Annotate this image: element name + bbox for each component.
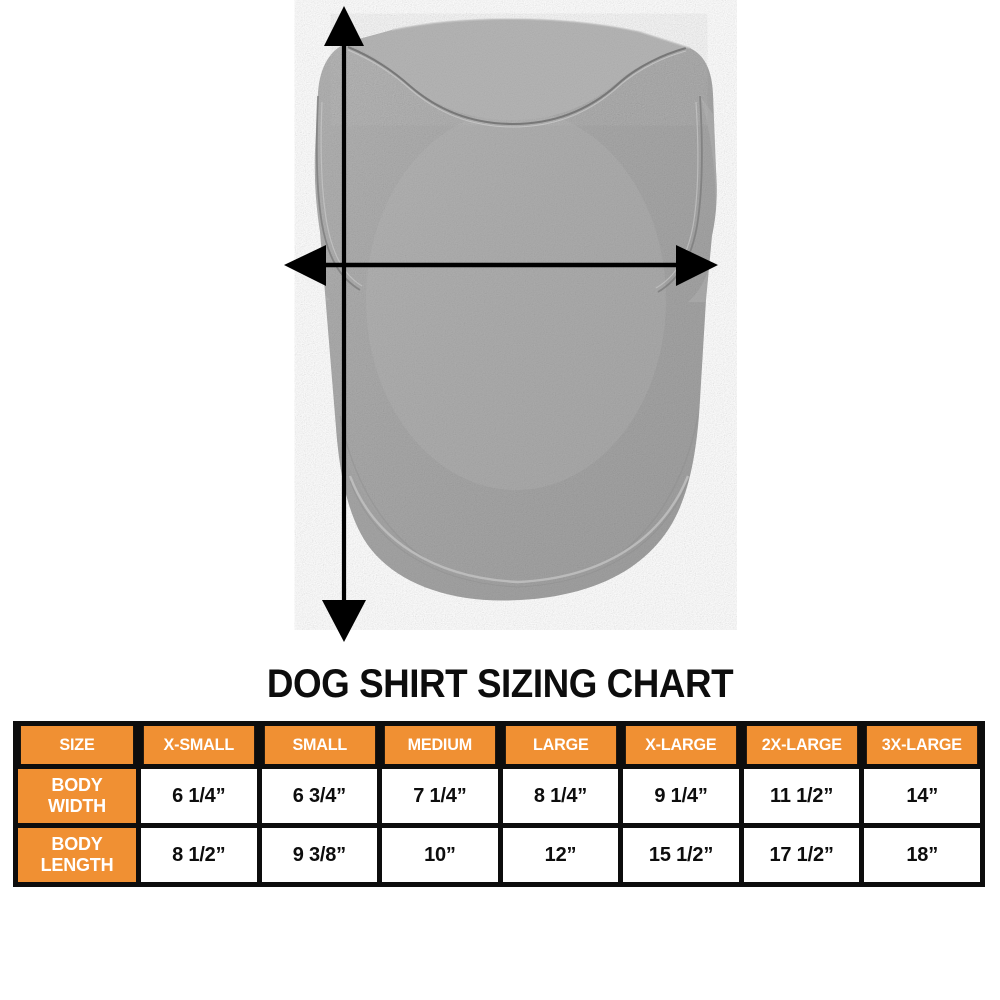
- cell-body-length-medium: 10”: [382, 828, 498, 882]
- row-header-body-width: BODY WIDTH: [18, 769, 136, 823]
- header-cell-size: SIZE: [20, 726, 134, 764]
- row-header-body-length: BODY LENGTH: [18, 828, 136, 882]
- body-width-arrow: [284, 245, 718, 286]
- cell-body-length-2x-large: 17 1/2”: [743, 828, 860, 882]
- row-header-line1: BODY: [51, 834, 103, 854]
- table-row-body-length: BODY LENGTH 8 1/2” 9 3/8” 10” 12” 15 1/2…: [18, 828, 980, 882]
- dog-shirt-illustration: [284, 6, 718, 642]
- body-length-arrow: [322, 6, 366, 642]
- row-header-line1: BODY: [51, 775, 103, 795]
- sizing-chart-table: SIZE X-SMALL SMALL MEDIUM LARGE X-LARGE …: [13, 721, 985, 887]
- cell-body-width-x-small: 6 1/4”: [141, 769, 257, 823]
- cell-body-length-small: 9 3/8”: [261, 828, 378, 882]
- header-cell-2x-large: 2X-LARGE: [746, 726, 857, 764]
- header-cell-medium: MEDIUM: [385, 726, 495, 764]
- shirt-body: [314, 17, 717, 601]
- header-cell-small: SMALL: [264, 726, 375, 764]
- header-cell-large: LARGE: [505, 726, 616, 764]
- cell-body-width-x-large: 9 1/4”: [623, 769, 739, 823]
- cell-body-length-3x-large: 18”: [864, 828, 980, 882]
- header-cell-x-large: X-LARGE: [626, 726, 736, 764]
- row-header-line2: LENGTH: [40, 855, 114, 875]
- cell-body-length-x-large: 15 1/2”: [623, 828, 739, 882]
- cell-body-length-large: 12”: [502, 828, 619, 882]
- cell-body-width-large: 8 1/4”: [502, 769, 619, 823]
- table-header-row: SIZE X-SMALL SMALL MEDIUM LARGE X-LARGE …: [18, 726, 980, 764]
- header-cell-3x-large: 3X-LARGE: [867, 726, 978, 764]
- row-header-line2: WIDTH: [48, 796, 106, 816]
- cell-body-width-small: 6 3/4”: [261, 769, 378, 823]
- table-row-body-width: BODY WIDTH 6 1/4” 6 3/4” 7 1/4” 8 1/4” 9…: [18, 769, 980, 823]
- cell-body-width-medium: 7 1/4”: [382, 769, 498, 823]
- cell-body-length-x-small: 8 1/2”: [141, 828, 257, 882]
- sizing-chart-table-wrapper: SIZE X-SMALL SMALL MEDIUM LARGE X-LARGE …: [13, 721, 985, 887]
- cell-body-width-2x-large: 11 1/2”: [743, 769, 860, 823]
- page-title: DOG SHIRT SIZING CHART: [266, 662, 734, 706]
- header-cell-x-small: X-SMALL: [143, 726, 254, 764]
- product-photo-panel: [284, 6, 718, 642]
- cell-body-width-3x-large: 14”: [864, 769, 980, 823]
